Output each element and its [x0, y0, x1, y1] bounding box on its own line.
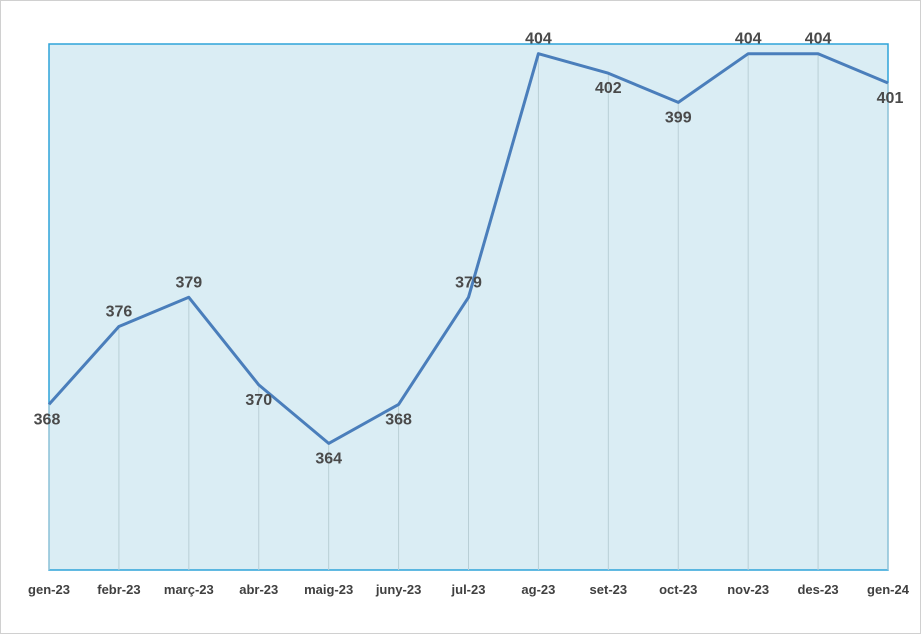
data-label: 401 [877, 90, 904, 107]
data-label: 379 [455, 274, 482, 291]
data-label: 368 [385, 411, 412, 428]
x-tick-label: jul-23 [451, 582, 486, 597]
x-tick-label: oct-23 [659, 582, 697, 597]
data-label: 370 [245, 392, 272, 409]
x-tick-label: maig-23 [304, 582, 353, 597]
data-labels: 368 376 379 370 364 368 379 404 402 399 404 404 401 [34, 31, 904, 468]
x-tick-label: gen-24 [867, 582, 910, 597]
data-label: 376 [106, 303, 133, 320]
series-line [47, 52, 889, 445]
x-tick-label: març-23 [164, 582, 214, 597]
data-label: 364 [315, 450, 342, 467]
data-label: 402 [595, 80, 622, 97]
x-tick-label: abr-23 [239, 582, 278, 597]
x-tick-label: ag-23 [521, 582, 555, 597]
data-label: 399 [665, 109, 692, 126]
data-label: 379 [175, 274, 202, 291]
x-tick-label: nov-23 [727, 582, 769, 597]
data-label: 404 [805, 31, 832, 48]
x-tick-label: set-23 [590, 582, 628, 597]
x-tick-label: des-23 [797, 582, 838, 597]
data-label: 368 [34, 411, 61, 428]
x-tick-label: juny-23 [375, 582, 422, 597]
x-tick-label: gen-23 [28, 582, 70, 597]
x-tick-label: febr-23 [97, 582, 140, 597]
drop-lines [48, 53, 889, 570]
data-label: 404 [525, 31, 552, 48]
data-label: 404 [735, 31, 762, 48]
x-axis-tick-labels: gen-23 febr-23 març-23 abr-23 maig-23 juny-23… [28, 582, 910, 597]
